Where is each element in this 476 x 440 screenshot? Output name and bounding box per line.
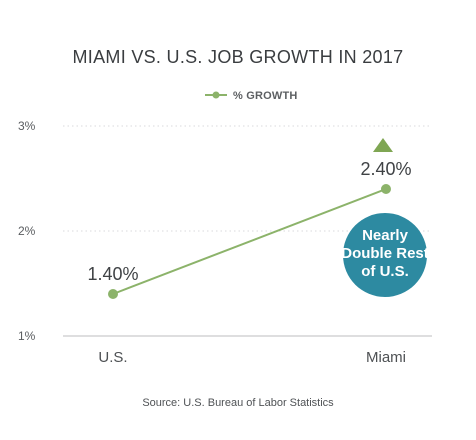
legend-label: % GROWTH xyxy=(233,90,298,102)
y-tick-label: 2% xyxy=(18,224,36,238)
y-tick-label: 1% xyxy=(18,329,36,343)
annotation-text: Double Rest xyxy=(341,245,429,262)
data-points xyxy=(108,184,391,299)
y-axis-tick-labels: 1% 2% 3% xyxy=(18,119,36,343)
series-lines xyxy=(112,188,387,295)
source-note: Source: U.S. Bureau of Labor Statistics xyxy=(142,397,334,409)
legend: % GROWTH xyxy=(205,90,298,102)
up-triangle-icon xyxy=(373,138,393,152)
x-tick-label: U.S. xyxy=(98,349,127,366)
x-axis-tick-labels: U.S. Miami xyxy=(98,349,406,366)
series-line-growth xyxy=(112,188,387,295)
chart-title: MIAMI VS. U.S. JOB GROWTH IN 2017 xyxy=(73,47,404,67)
y-tick-label: 3% xyxy=(18,119,36,133)
annotation-text: Nearly xyxy=(362,227,409,244)
data-labels: 1.40% 2.40% xyxy=(87,159,411,284)
data-point xyxy=(381,184,391,194)
legend-marker xyxy=(212,91,220,99)
annotation-text: of U.S. xyxy=(361,263,409,280)
data-label: 2.40% xyxy=(360,159,411,179)
data-point xyxy=(108,289,118,299)
data-label: 1.40% xyxy=(87,264,138,284)
annotation-circle xyxy=(343,213,427,297)
x-tick-label: Miami xyxy=(366,349,406,366)
